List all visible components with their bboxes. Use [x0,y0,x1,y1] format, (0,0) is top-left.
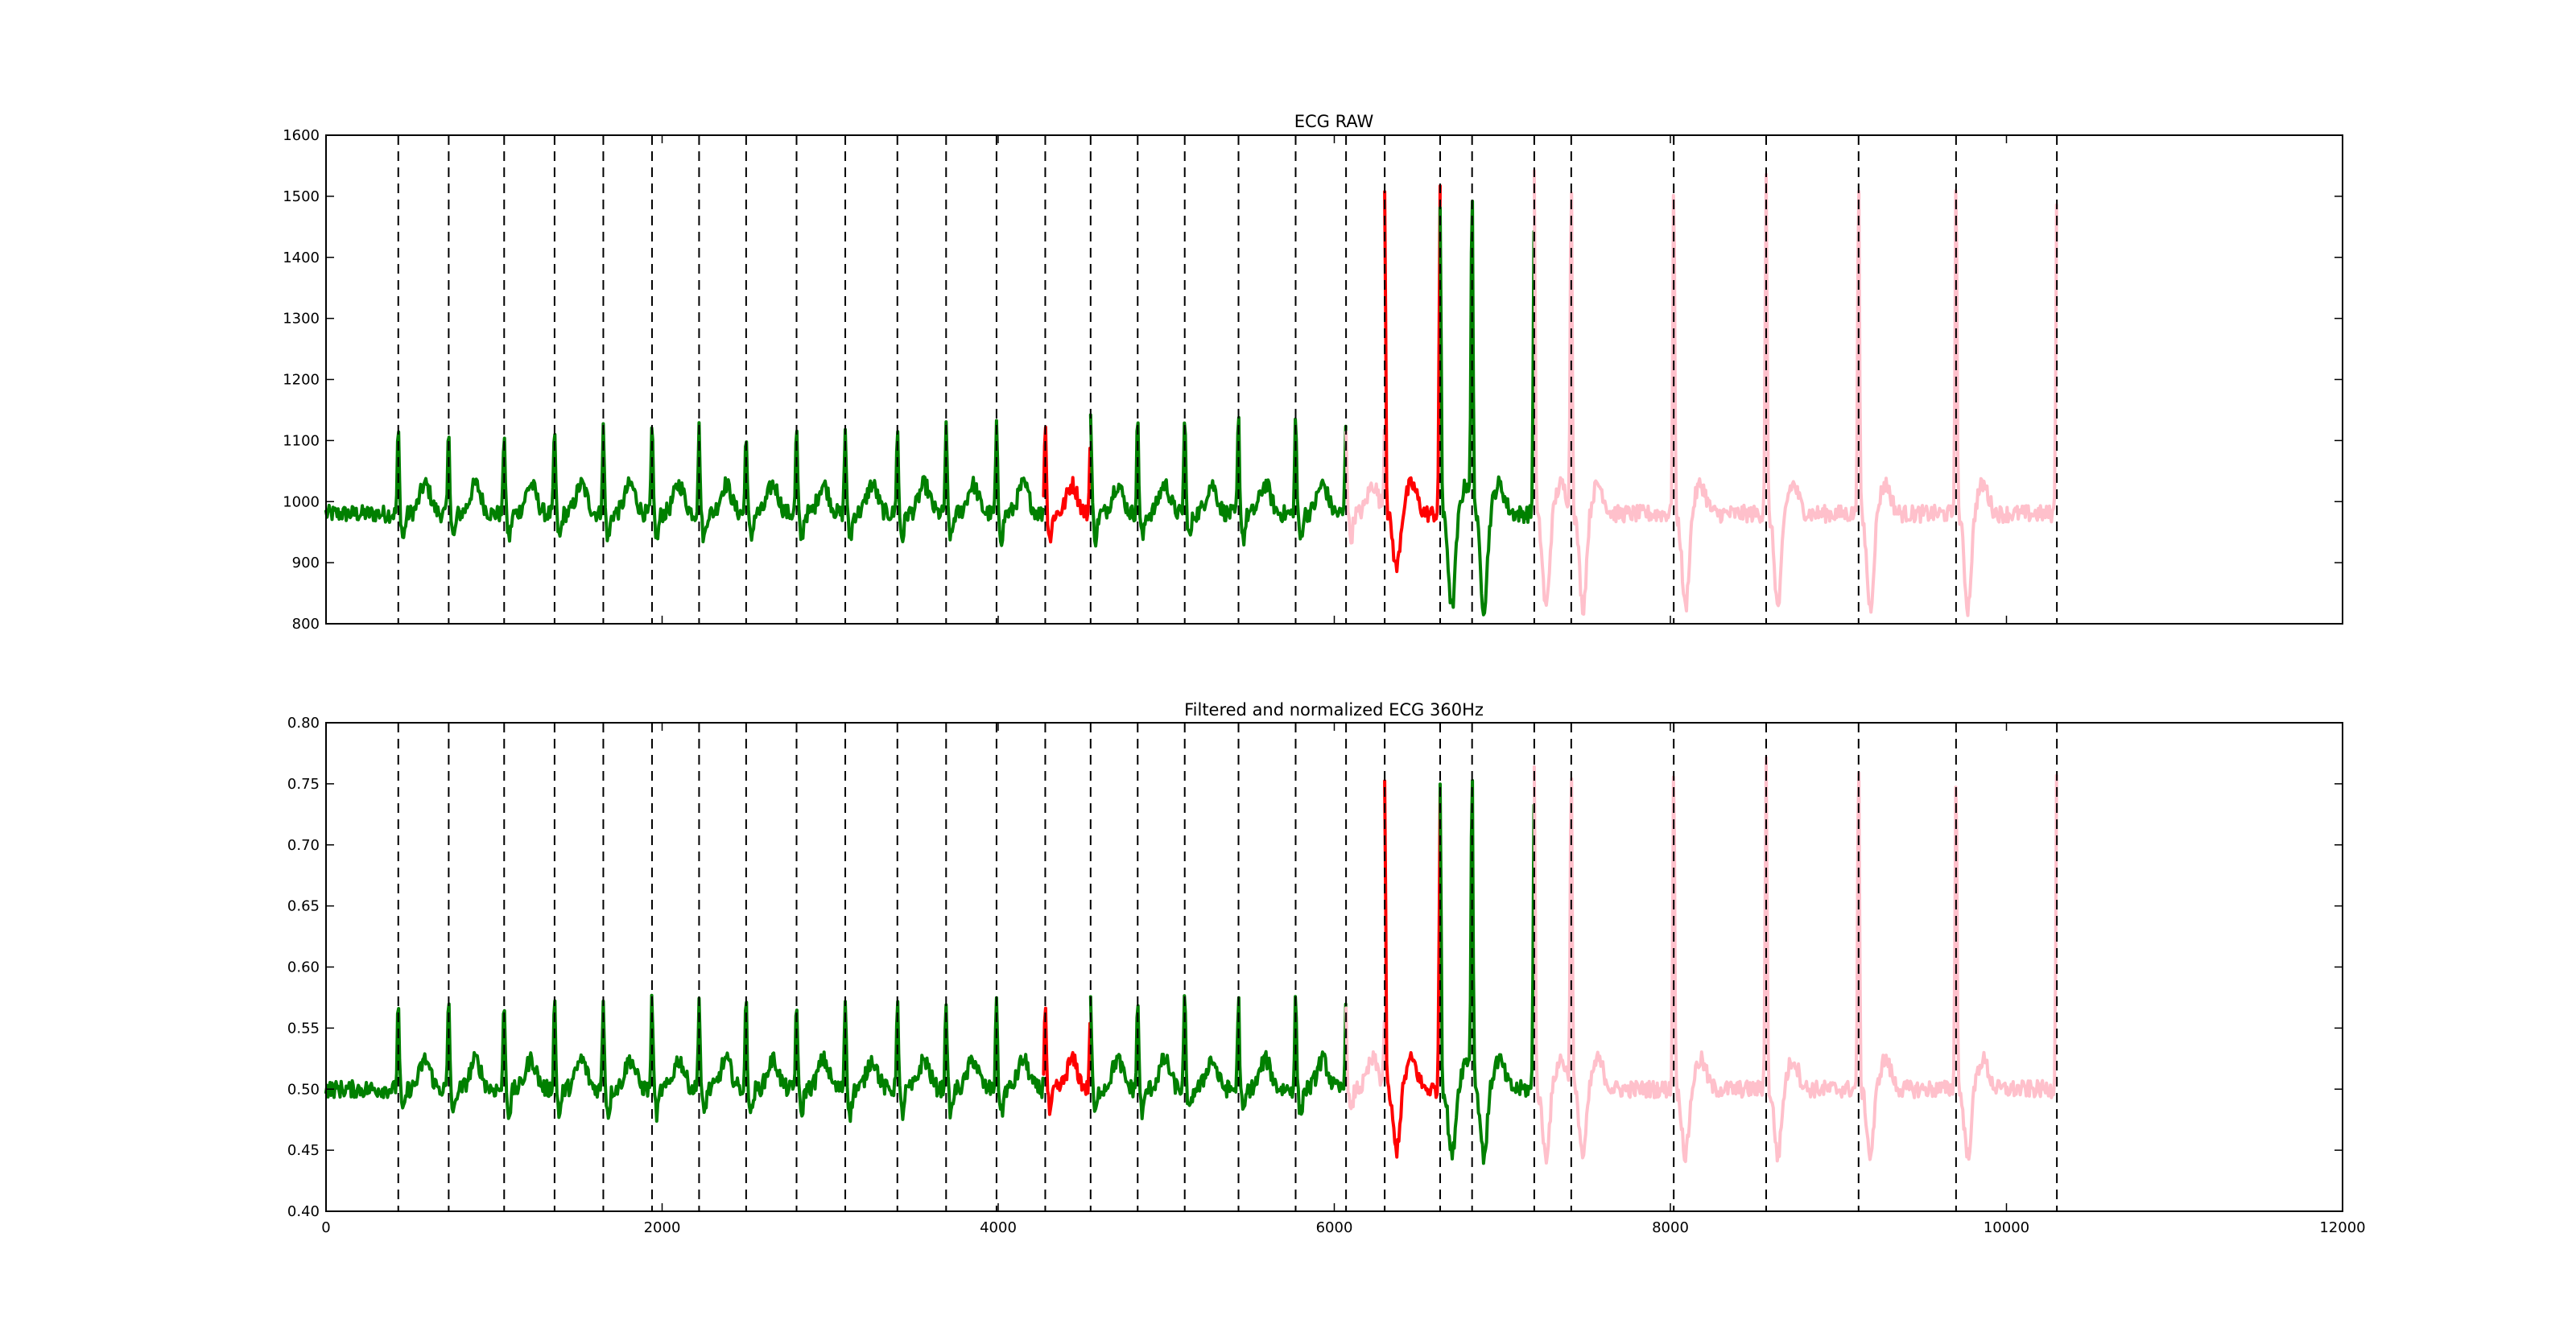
y-tick-label: 1400 [283,249,320,266]
y-tick-label: 800 [292,616,320,633]
y-tick-label: 1500 [283,188,320,205]
y-tick-label: 0.75 [287,776,320,793]
y-tick-label: 0.40 [287,1203,320,1220]
ecg-segment-normal [1088,413,1348,548]
y-tick-label: 0.50 [287,1081,320,1098]
ecg-segment-normal [1439,200,1536,617]
y-tick-label: 0.80 [287,715,320,732]
ecg-segment-normal [1088,994,1348,1120]
ecg-segment-abnormal [1383,779,1442,1159]
y-tick-label: 900 [292,555,320,571]
ecg-raw-plot-frame [325,134,2343,625]
ecg-segment-unlabeled [1344,1006,1386,1111]
ecg-filtered-panel: Filtered and normalized ECG 360Hz 0.40 0.… [287,700,2366,1236]
ecg-segment-normal [1439,778,1536,1165]
ecg-raw-panel: ECG RAW 800 900 1000 1100 1200 1300 1400 1500 16… [283,112,2343,633]
y-tick-label: 1000 [283,493,320,510]
ecg-raw-title: ECG RAW [1294,112,1374,131]
y-tick-label: 1600 [283,127,320,144]
y-tick-label: 0.55 [287,1020,320,1037]
y-tick-label: 0.65 [287,898,320,915]
y-tick-label: 1200 [283,372,320,389]
x-tick-label: 10000 [1984,1219,2029,1236]
x-tick-label: 8000 [1652,1219,1689,1236]
ecg-filtered-plot-frame [325,722,2343,1212]
y-tick-label: 0.70 [287,837,320,854]
y-tick-label: 1100 [283,432,320,449]
ecg-segment-unlabeled [1532,756,2058,1165]
ecg-segment-abnormal [1042,425,1092,544]
x-tick-label: 0 [321,1219,330,1236]
x-tick-label: 12000 [2319,1219,2365,1236]
ecg-segment-unlabeled [1344,428,1386,545]
y-tick-label: 0.60 [287,959,320,976]
ecg-segment-unlabeled [1532,169,2058,617]
x-tick-label: 4000 [980,1219,1017,1236]
ecg-segment-normal [324,993,1045,1124]
ecg-segment-abnormal [1383,184,1442,574]
ecg-filtered-title: Filtered and normalized ECG 360Hz [1184,700,1484,720]
x-tick-label: 2000 [644,1219,681,1236]
y-tick-label: 1300 [283,311,320,328]
x-tick-label: 6000 [1316,1219,1353,1236]
ecg-segment-abnormal [1042,1006,1092,1116]
ecg-segment-normal [324,419,1045,547]
y-tick-label: 0.45 [287,1142,320,1159]
